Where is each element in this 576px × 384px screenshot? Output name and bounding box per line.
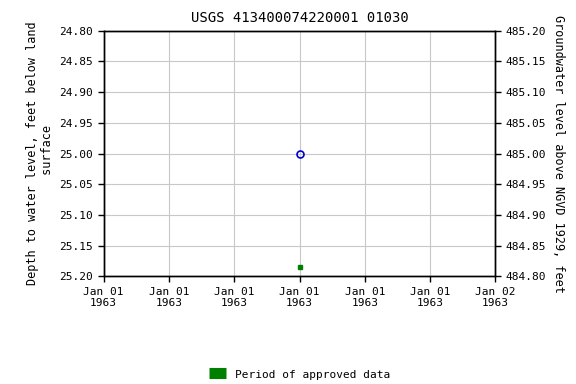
Title: USGS 413400074220001 01030: USGS 413400074220001 01030 (191, 12, 408, 25)
Y-axis label: Groundwater level above NGVD 1929, feet: Groundwater level above NGVD 1929, feet (552, 15, 565, 293)
Y-axis label: Depth to water level, feet below land
 surface: Depth to water level, feet below land su… (26, 22, 54, 285)
Legend: Period of approved data: Period of approved data (204, 365, 395, 384)
